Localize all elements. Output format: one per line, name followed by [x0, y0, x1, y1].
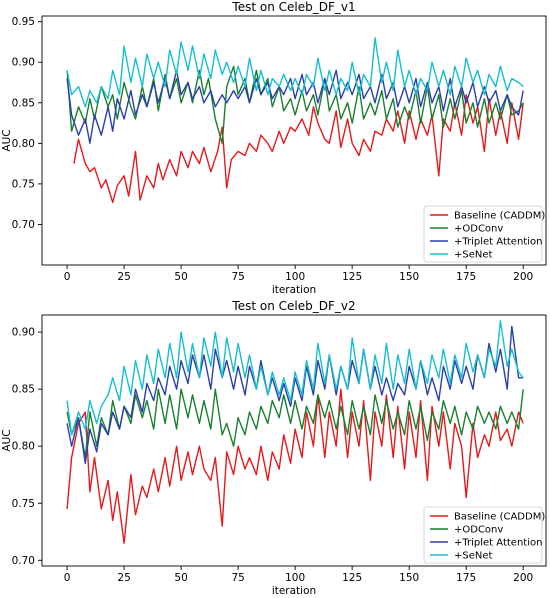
x-tick-label: 175 — [456, 271, 476, 283]
legend-label-1: Baseline (CADDM) — [454, 512, 545, 523]
series-group — [66, 320, 524, 544]
x-tick-label: 200 — [513, 271, 533, 283]
series-line-1 — [73, 93, 524, 204]
series-line-2 — [66, 388, 524, 459]
y-tick-label: 0.80 — [12, 441, 35, 453]
x-tick-label: 125 — [342, 271, 362, 283]
x-tick-label: 150 — [399, 271, 419, 283]
x-tick-label: 125 — [342, 572, 362, 584]
y-tick-label: 0.75 — [12, 178, 35, 190]
y-tick-label: 0.85 — [12, 384, 35, 396]
legend-box — [423, 205, 543, 263]
series-line-4 — [66, 37, 524, 108]
x-tick-label: 50 — [174, 271, 187, 283]
y-tick-label: 0.90 — [12, 327, 35, 339]
series-line-1 — [66, 388, 524, 544]
y-tick-label: 0.95 — [12, 16, 35, 28]
x-tick-label: 0 — [64, 572, 71, 584]
series-line-3 — [66, 325, 524, 464]
x-tick-label: 150 — [399, 572, 419, 584]
legend-label-4: +SeNet — [454, 551, 493, 562]
series-line-4 — [66, 320, 524, 436]
legend-label-2: +ODConv — [454, 224, 503, 235]
legend-label-1: Baseline (CADDM) — [454, 211, 545, 222]
chart-panel-1: Test on Celeb_DF_v1 0 25 50 75 100 125 150 175 20… — [1, 0, 547, 296]
chart-title: Test on Celeb_DF_v2 — [231, 299, 355, 313]
y-tick-label: 0.85 — [12, 97, 35, 109]
x-tick-label: 200 — [513, 572, 533, 584]
chart-title: Test on Celeb_DF_v1 — [231, 0, 355, 14]
axes-frame — [41, 15, 547, 266]
legend-label-3: +Triplet Attention — [454, 237, 542, 248]
series-line-2 — [66, 65, 524, 145]
y-tick-label: 0.75 — [12, 498, 35, 510]
legend-label-4: +SeNet — [454, 250, 493, 261]
x-tick-label: 25 — [117, 271, 130, 283]
legend: Baseline (CADDM) +ODConv +Triplet Attentio… — [423, 506, 545, 564]
legend-label-3: +Triplet Attention — [454, 538, 542, 549]
x-tick-label: 25 — [117, 572, 130, 584]
x-tick-label: 0 — [64, 271, 71, 283]
x-tick-label: 75 — [231, 572, 244, 584]
axes-frame — [41, 314, 547, 567]
x-tick-label: 75 — [231, 271, 244, 283]
x-tick-label: 100 — [285, 271, 305, 283]
y-tick-label: 0.80 — [12, 138, 35, 150]
legend-box — [423, 506, 543, 564]
x-tick-label: 175 — [456, 572, 476, 584]
y-axis-label: AUC — [1, 129, 13, 151]
y-axis-label: AUC — [1, 429, 13, 451]
y-tick-label: 0.90 — [12, 57, 35, 69]
legend: Baseline (CADDM) +ODConv +Triplet Attentio… — [423, 205, 545, 263]
x-axis-label: iteration — [272, 585, 316, 597]
y-tick-label: 0.70 — [12, 555, 35, 567]
x-tick-label: 50 — [174, 572, 187, 584]
x-axis-label: iteration — [272, 284, 316, 296]
y-tick-label: 0.70 — [12, 219, 35, 231]
chart-panel-2: Test on Celeb_DF_v2 0 25 50 75 100 125 150 175 20… — [1, 299, 547, 597]
series-group — [66, 37, 524, 204]
series-line-3 — [66, 69, 524, 145]
legend-label-2: +ODConv — [454, 525, 503, 536]
x-tick-label: 100 — [285, 572, 305, 584]
